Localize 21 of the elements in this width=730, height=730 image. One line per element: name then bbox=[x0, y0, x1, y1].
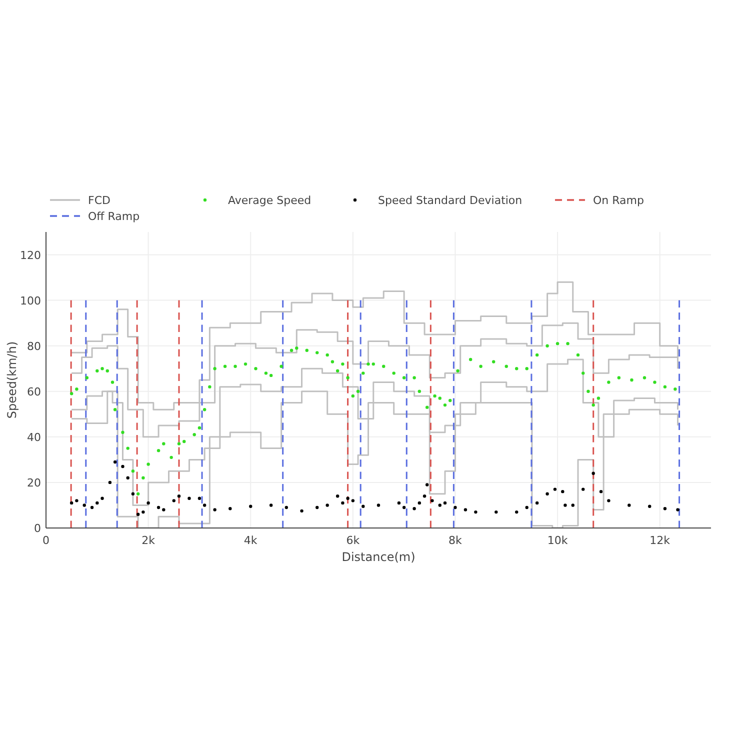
legend-label: On Ramp bbox=[593, 194, 644, 207]
y-tick-label: 100 bbox=[20, 294, 41, 308]
x-tick-label: 4k bbox=[244, 534, 258, 547]
y-tick-label: 80 bbox=[27, 340, 41, 353]
x-tick-label: 2k bbox=[142, 534, 156, 547]
x-tick-label: 6k bbox=[346, 534, 360, 547]
y-tick-label: 20 bbox=[27, 476, 41, 490]
legend-label: Average Speed bbox=[228, 194, 312, 207]
y-tick-label: 0 bbox=[34, 522, 41, 535]
y-tick-label: 120 bbox=[20, 248, 41, 262]
x-tick-label: 12k bbox=[650, 534, 671, 547]
y-tick-label: 60 bbox=[27, 385, 41, 398]
x-tick-label: 8k bbox=[448, 534, 463, 547]
legend-label: FCD bbox=[88, 194, 110, 207]
legend-label: Speed Standard Deviation bbox=[378, 194, 522, 207]
x-axis-title: Distance(m) bbox=[342, 550, 416, 564]
y-axis-title: Speed(km/h) bbox=[5, 341, 19, 419]
x-tick-label: 0 bbox=[42, 534, 50, 547]
y-tick-label: 40 bbox=[27, 430, 41, 444]
legend-label: Off Ramp bbox=[88, 210, 140, 223]
x-tick-label: 10k bbox=[547, 534, 568, 547]
